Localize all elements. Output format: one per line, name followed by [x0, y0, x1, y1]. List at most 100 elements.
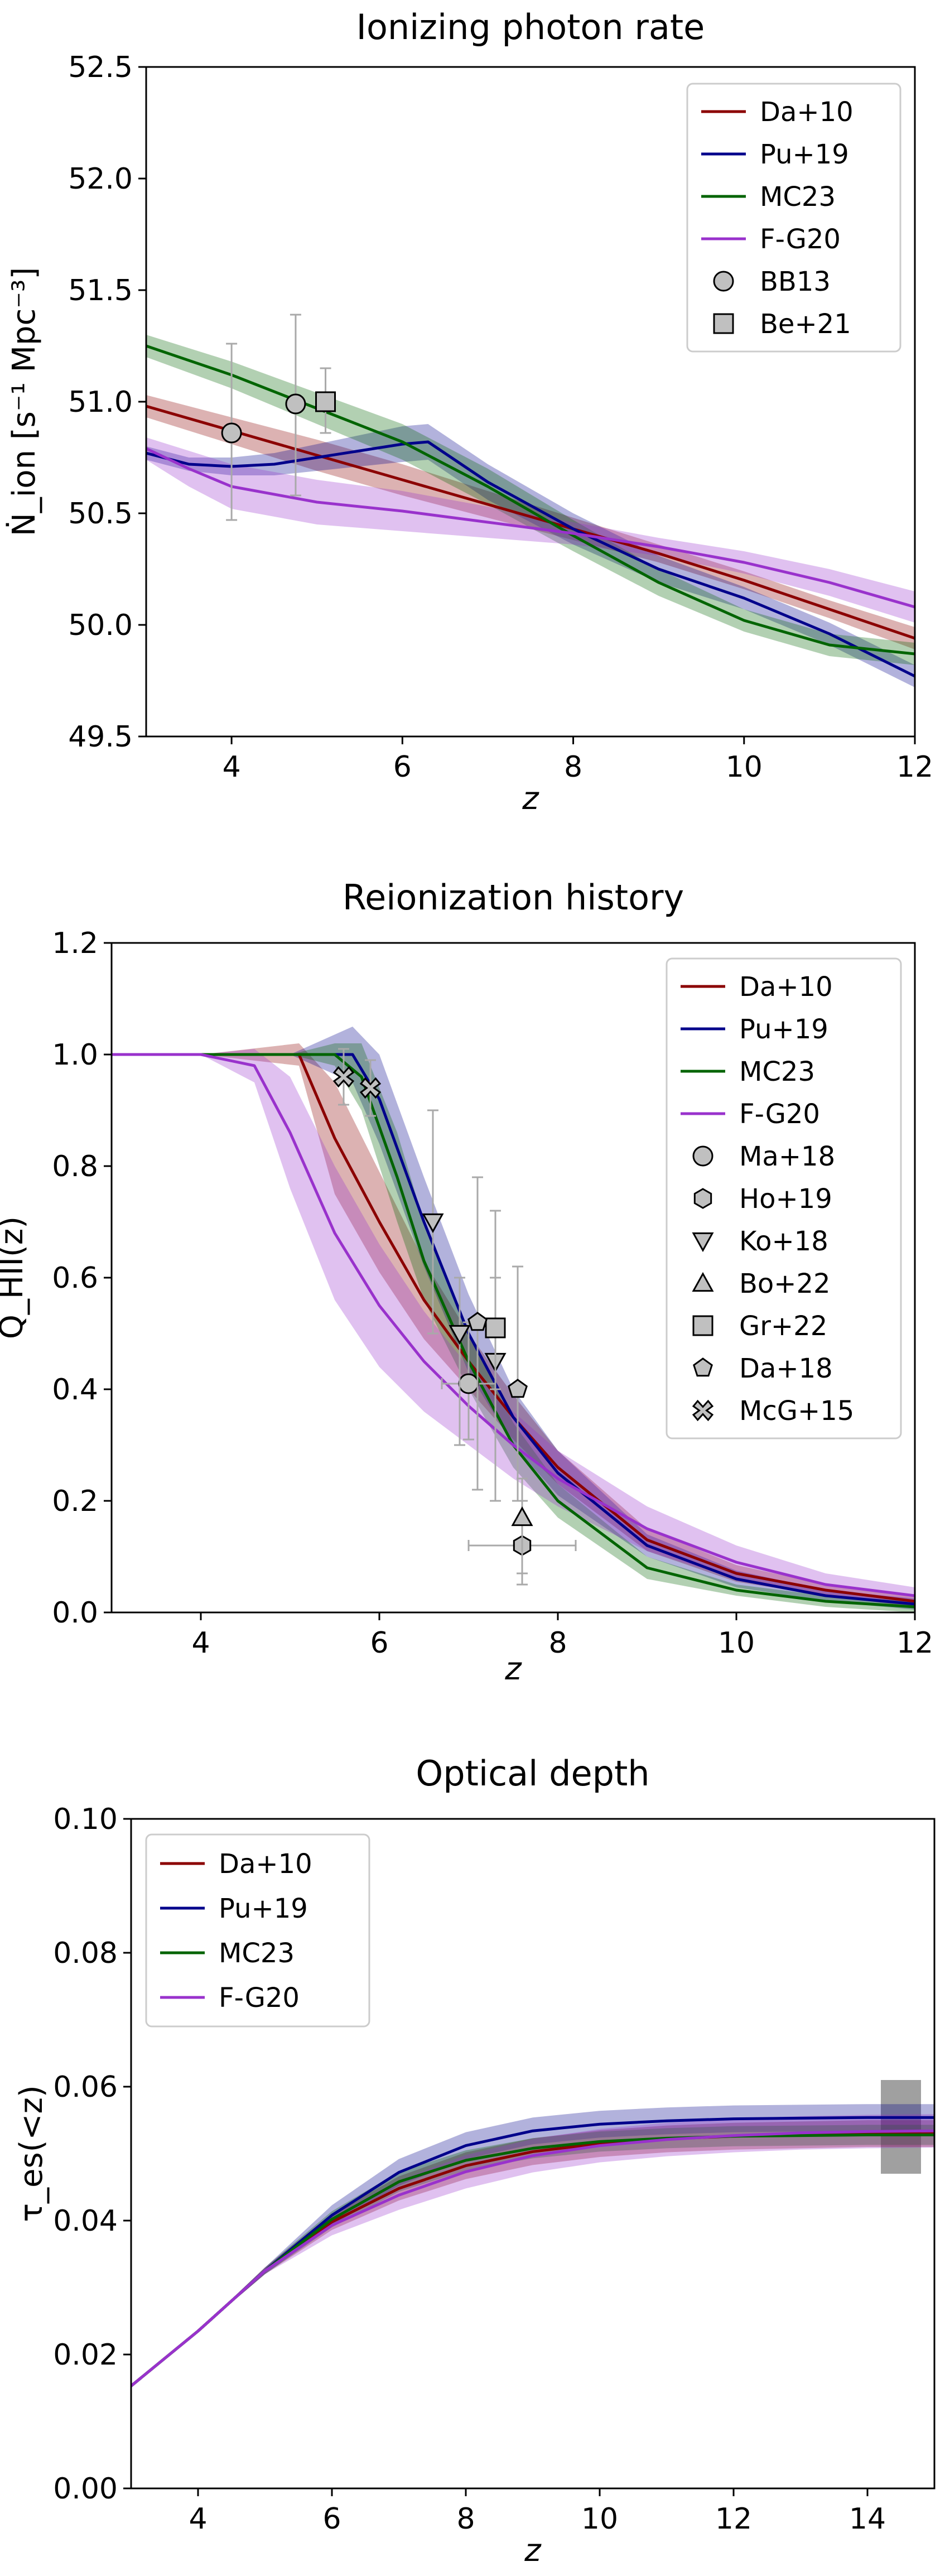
- y-tick-label: 0.4: [52, 1373, 98, 1407]
- legend-label: Gr+22: [739, 1311, 827, 1342]
- y-tick-label: 0.00: [53, 2472, 118, 2506]
- x-tick-label: 10: [726, 750, 763, 784]
- y-tick-label: 0.8: [52, 1150, 98, 1183]
- data-point-ko-18: [449, 1325, 471, 1345]
- axes-frame: [130, 1818, 936, 2490]
- legend-box: [145, 1833, 370, 2028]
- legend-label: Bo+22: [739, 1268, 831, 1299]
- band-da-10: [146, 395, 915, 649]
- legend-marker-gr-22: [692, 1315, 713, 1336]
- series-line-mc23: [112, 1053, 915, 1609]
- chart-title: Ionizing photon rate: [356, 7, 705, 47]
- legend-label: MC23: [219, 1938, 295, 1969]
- legend-label: McG+15: [739, 1395, 854, 1427]
- y-tick-label: 0.2: [52, 1485, 98, 1518]
- y-tick-label: 0.04: [53, 2204, 118, 2238]
- plot-area: [112, 1027, 915, 1612]
- y-axis-label: Ṅ_ion [s⁻¹ Mpc⁻³]: [6, 267, 42, 536]
- series-line-mc23: [131, 2133, 934, 2387]
- plot-area: [146, 314, 915, 687]
- legend-label: Pu+19: [760, 139, 849, 170]
- planck-constraint-band: [881, 2080, 921, 2174]
- x-tick-label: 8: [456, 2502, 475, 2536]
- legend-label: Ma+18: [739, 1141, 835, 1172]
- band-pu-19: [131, 2104, 934, 2386]
- legend-marker-bo-22: [692, 1272, 714, 1292]
- legend: Da+10 Pu+19 MC23 F-G20: [145, 1833, 370, 2028]
- x-axis-label: z: [504, 1651, 522, 1687]
- data-point-bb13: [221, 422, 242, 444]
- legend-marker-ho-19: [693, 1188, 712, 1209]
- legend-label: F-G20: [219, 1982, 300, 2014]
- x-tick-label: 6: [393, 750, 412, 784]
- x-axis-label: z: [522, 781, 539, 817]
- y-tick-label: 1.0: [52, 1038, 98, 1072]
- data-point-ma-18: [458, 1373, 479, 1394]
- legend-label: MC23: [760, 181, 836, 213]
- panel-3: Optical depth 4 6 8 10 12 14 0.00 0.02 0.04 0.06 0.…: [13, 1753, 936, 2569]
- x-tick-label: 6: [322, 2502, 341, 2536]
- y-tick-label: 0.02: [53, 2338, 118, 2372]
- legend-marker-bb13: [713, 271, 734, 292]
- x-tick-label: 14: [849, 2502, 886, 2536]
- y-tick-label: 0.10: [53, 1803, 118, 1836]
- series-line-da-10: [146, 405, 915, 640]
- legend-label: Da+10: [760, 97, 854, 128]
- x-tick-label: 6: [370, 1626, 388, 1660]
- y-tick-label: 50.0: [68, 609, 133, 642]
- data-point-mcg-15: [359, 1077, 382, 1099]
- panel-1: Ionizing photon rate 4 6 8 10 12 49.5 50.0 50.5 5…: [6, 7, 933, 817]
- data-point-ko-18: [422, 1213, 444, 1234]
- series-line-f-g20: [131, 2129, 934, 2387]
- legend-label: Pu+19: [739, 1014, 828, 1045]
- data-point-da-18: [508, 1379, 528, 1398]
- legend: Da+10 Pu+19 MC23 F-G20 Ma+18 Ho+19 Ko+18 Bo+22 G…: [666, 957, 902, 1439]
- band-mc23: [131, 2125, 934, 2386]
- errorbar-da-18: [472, 1176, 483, 1491]
- legend-box: [666, 957, 902, 1439]
- series-line-f-g20: [146, 447, 915, 609]
- legend-label: Da+18: [739, 1353, 833, 1384]
- band-f-g20: [146, 437, 915, 623]
- y-axis-label: τ_es(<z): [13, 2085, 50, 2222]
- legend-box: [686, 83, 901, 353]
- errorbar-ko-18: [454, 1277, 465, 1446]
- y-tick-label: 52.0: [68, 162, 133, 196]
- x-tick-label: 10: [581, 2502, 618, 2536]
- plot-area: [131, 2080, 934, 2387]
- y-tick-label: 49.5: [68, 720, 133, 754]
- x-tick-label: 8: [548, 1626, 567, 1660]
- y-tick-label: 0.08: [53, 1937, 118, 1970]
- y-tick-label: 0.06: [53, 2071, 118, 2104]
- legend-label: BB13: [760, 266, 831, 297]
- y-tick-label: 50.5: [68, 497, 133, 531]
- y-tick-label: 52.5: [68, 51, 133, 84]
- y-tick-label: 1.2: [52, 927, 98, 960]
- series-line-pu-19: [146, 440, 915, 678]
- chart-title: Optical depth: [416, 1753, 649, 1794]
- x-tick-label: 12: [896, 1626, 933, 1660]
- chart-title: Reionization history: [343, 877, 684, 918]
- x-tick-label: 12: [715, 2502, 752, 2536]
- x-tick-label: 8: [564, 750, 582, 784]
- data-point-mcg-15: [332, 1066, 355, 1088]
- y-tick-label: 51.0: [68, 386, 133, 419]
- legend-marker-ko-18: [692, 1232, 714, 1253]
- legend-label: F-G20: [739, 1099, 820, 1130]
- data-point-be-21: [315, 391, 336, 412]
- series-line-mc23: [146, 344, 915, 656]
- legend-label: Ho+19: [739, 1183, 832, 1215]
- x-axis-label: z: [524, 2532, 542, 2569]
- legend-label: Pu+19: [219, 1893, 308, 1924]
- legend-marker-mcg-15: [692, 1399, 714, 1422]
- legend-marker-ma-18: [692, 1145, 713, 1167]
- data-point-da-18: [467, 1312, 488, 1331]
- legend-label: MC23: [739, 1056, 815, 1087]
- x-tick-label: 12: [896, 750, 933, 784]
- y-axis-label: Q_HII(z): [0, 1216, 30, 1339]
- legend-label: Da+10: [219, 1848, 312, 1880]
- x-tick-label: 10: [718, 1626, 755, 1660]
- legend-label: Be+21: [760, 309, 851, 340]
